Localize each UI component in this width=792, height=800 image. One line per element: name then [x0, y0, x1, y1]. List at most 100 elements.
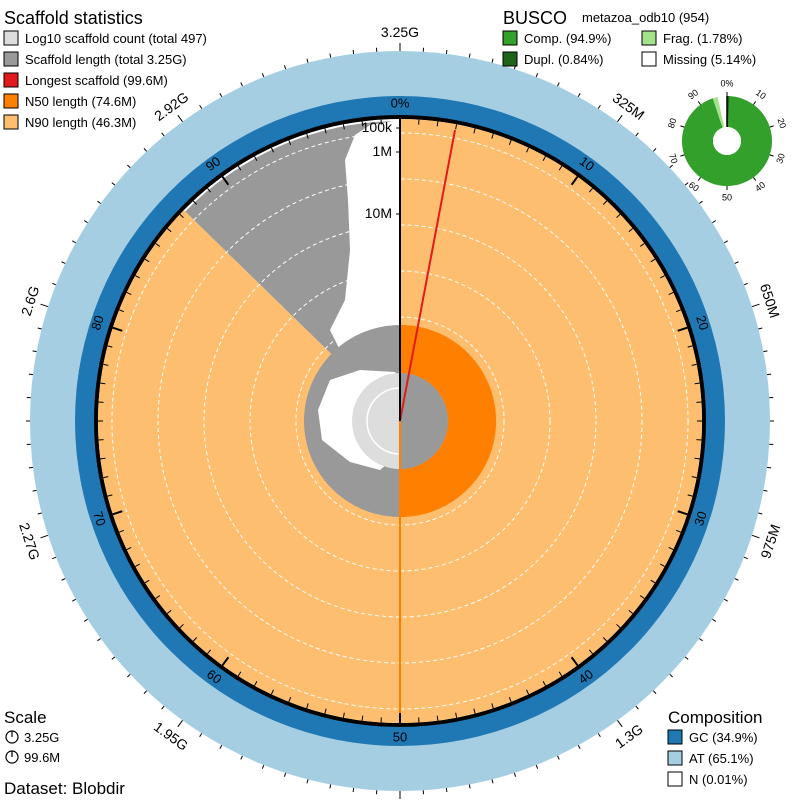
- percent-tick: [144, 579, 150, 584]
- outer-tick: [61, 261, 66, 264]
- outer-tick: [40, 303, 49, 308]
- busco-legend-label: Dupl. (0.84%): [524, 52, 603, 67]
- percent-tick: [103, 363, 109, 366]
- outer-tick: [684, 182, 689, 186]
- busco-legend: BUSCO metazoa_odb10 (954) Comp. (94.9%) F…: [502, 8, 788, 202]
- percent-tick: [221, 656, 230, 666]
- stats-swatch: [3, 114, 19, 130]
- outer-tick: [699, 638, 703, 642]
- outer-tick-label: 650M: [757, 282, 783, 320]
- outer-tick: [597, 733, 601, 738]
- stats-legend-label: Longest scaffold (99.6M): [25, 73, 168, 88]
- outer-tick: [97, 638, 101, 642]
- outer-tick: [734, 261, 739, 264]
- percent-tick: [135, 275, 140, 279]
- outer-tick: [219, 93, 223, 98]
- percent-tick: [112, 510, 123, 516]
- percent-tick: [221, 176, 230, 186]
- busco-tick-label: 0%: [720, 78, 733, 88]
- outer-tick: [306, 58, 309, 63]
- percent-tick: [526, 147, 530, 153]
- percent-tick-label: 0%: [391, 95, 410, 110]
- stats-legend-label: N90 length (46.3M): [25, 115, 136, 130]
- busco-tick: [680, 125, 685, 128]
- percent-tick-label: 30: [691, 509, 710, 527]
- percent-tick: [455, 124, 458, 130]
- percent-tick: [694, 457, 700, 460]
- percent-tick: [119, 529, 125, 533]
- outer-tick: [445, 788, 448, 793]
- outer-tick: [723, 240, 728, 244]
- percent-tick: [542, 681, 546, 686]
- percent-tick: [144, 258, 150, 263]
- outer-tick-label: 975M: [757, 522, 783, 560]
- percent-tick: [491, 133, 494, 139]
- outer-tick: [32, 489, 37, 492]
- outer-tick: [261, 73, 265, 78]
- percent-tick: [324, 128, 327, 134]
- percent-tick: [324, 708, 327, 714]
- outer-tick: [72, 598, 77, 602]
- percent-tick: [491, 703, 494, 709]
- outer-tick: [763, 350, 768, 353]
- outer-tick: [751, 534, 760, 539]
- percent-tick: [694, 382, 700, 385]
- outer-tick: [712, 220, 717, 224]
- percent-tick: [473, 708, 476, 714]
- outer-tick-label: 1.95G: [151, 718, 191, 753]
- busco-tick-label: 90: [686, 87, 700, 101]
- percent-tick: [542, 156, 546, 161]
- percent-tick: [237, 165, 242, 171]
- percent-tick: [135, 563, 140, 567]
- outer-tick: [617, 720, 623, 728]
- percent-tick: [668, 291, 674, 295]
- stats-legend-label: Log10 scaffold count (total 497): [25, 31, 207, 46]
- outer-tick: [669, 164, 673, 169]
- busco-complete: [682, 96, 772, 187]
- outer-tick: [699, 200, 703, 204]
- busco-tick-label: 80: [666, 117, 679, 130]
- busco-swatch: [641, 51, 657, 67]
- radial-scale: 100k 1M 10M: [362, 119, 400, 221]
- outer-tick: [283, 65, 287, 70]
- stats-swatch: [3, 93, 19, 109]
- outer-tick: [177, 720, 183, 728]
- percent-ring: [94, 115, 706, 727]
- percent-tick: [166, 609, 172, 614]
- busco-legend-label: Missing (5.14%): [663, 52, 756, 67]
- outer-tick: [127, 164, 131, 169]
- outer-tick: [445, 49, 448, 54]
- busco-tick: [697, 101, 701, 105]
- composition-title: Composition: [668, 708, 763, 727]
- percent-tick-label: 10: [577, 153, 598, 174]
- outer-tick: [767, 466, 772, 469]
- percent-tick: [192, 200, 198, 205]
- radial-scale-label: 1M: [373, 143, 392, 159]
- percent-tick: [100, 382, 106, 385]
- outer-tick: [283, 772, 287, 777]
- outer-tick: [557, 82, 560, 87]
- outer-tick: [28, 466, 33, 469]
- outer-tick: [52, 282, 57, 286]
- busco-tick: [753, 177, 757, 181]
- outer-tick-label: 2.27G: [16, 521, 43, 562]
- composition-legend: Composition GC (34.9%) AT (65.1%) N (0.01%…: [667, 708, 763, 787]
- scale-label-longest: 99.6M: [24, 750, 60, 765]
- outer-tick: [161, 132, 165, 137]
- percent-tick: [179, 213, 184, 219]
- busco-tick-label: 60: [687, 180, 701, 194]
- outer-tick: [635, 132, 639, 137]
- outer-tick: [83, 618, 88, 622]
- percent-tick: [660, 275, 665, 279]
- percent-tick: [687, 345, 693, 348]
- outer-tick: [352, 788, 355, 793]
- percent-tick: [288, 696, 292, 702]
- outer-tick: [513, 772, 517, 777]
- outer-tick: [199, 733, 203, 738]
- outer-tick: [40, 534, 49, 539]
- percent-tick: [616, 623, 621, 629]
- busco-tick-label: 40: [753, 180, 767, 194]
- outer-tick: [577, 93, 581, 98]
- percent-tick: [616, 213, 621, 219]
